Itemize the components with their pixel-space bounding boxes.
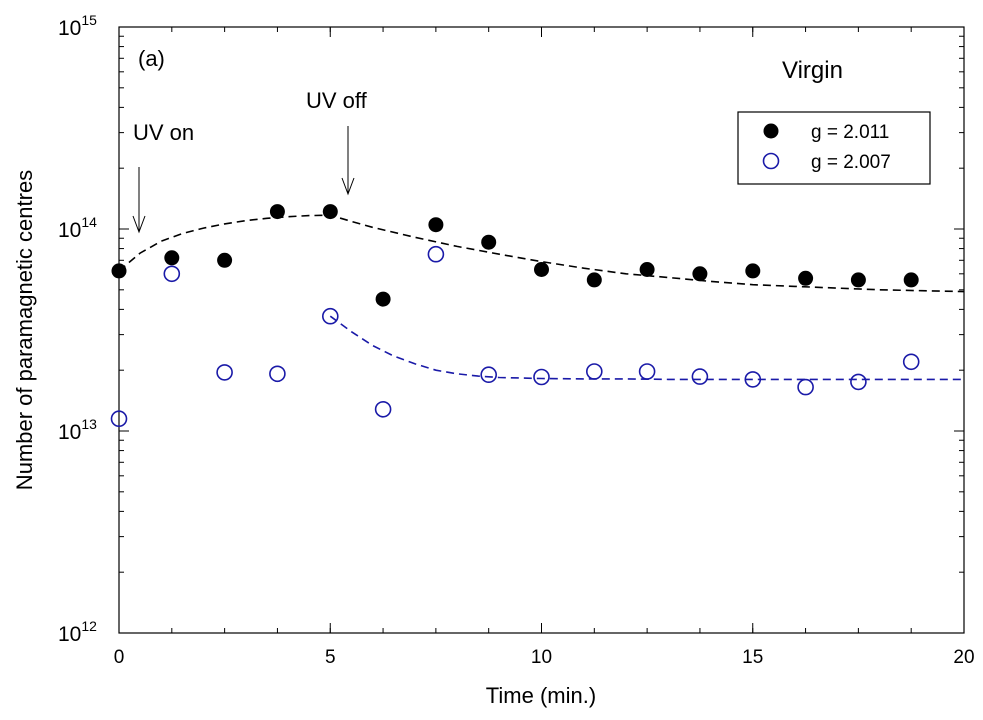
- legend-marker-series-2: [762, 152, 780, 170]
- data-point-series-2: [321, 307, 339, 325]
- data-point-series-2: [269, 365, 286, 383]
- data-point-series-2: [638, 363, 656, 380]
- data-point-series-2: [374, 400, 392, 418]
- annotation-arrow-head-2: [341, 177, 355, 196]
- annotation-label-2: UV off: [306, 88, 368, 113]
- y-tick-label: 1013: [58, 416, 97, 444]
- data-point-series-1: [375, 291, 391, 307]
- data-point-series-1: [269, 204, 285, 220]
- data-point-series-2: [216, 364, 233, 381]
- x-tick-label: 15: [742, 647, 763, 668]
- data-point-series-1: [692, 266, 708, 282]
- sample-label: Virgin: [782, 57, 843, 84]
- data-point-series-1: [903, 272, 919, 288]
- data-point-series-2: [850, 373, 867, 391]
- data-point-series-1: [798, 270, 814, 286]
- data-points: [110, 204, 920, 428]
- y-tick-label: 1014: [58, 214, 97, 242]
- y-tick-label: 1015: [58, 12, 97, 40]
- data-point-series-2: [691, 368, 709, 385]
- legend: g = 2.011 g = 2.007: [737, 111, 931, 185]
- x-tick-label: 20: [953, 647, 974, 668]
- data-point-series-2: [480, 366, 498, 384]
- x-axis-label: Time (min.): [486, 683, 596, 708]
- x-tick-label: 5: [325, 647, 336, 668]
- data-point-series-1: [745, 263, 761, 279]
- data-point-series-2: [163, 265, 181, 283]
- panel-label: (a): [138, 46, 165, 71]
- annotation-label-1: UV on: [133, 120, 194, 145]
- x-tick-label: 10: [531, 647, 552, 668]
- legend-label-series-2: g = 2.007: [811, 152, 891, 173]
- data-point-series-1: [111, 263, 127, 279]
- annotation-arrow-head-1: [132, 215, 146, 234]
- fit-curve-1: [118, 214, 965, 293]
- data-point-series-1: [639, 262, 655, 277]
- x-tick-label: 0: [114, 647, 125, 668]
- data-point-series-1: [586, 272, 602, 288]
- legend-marker-series-1: [763, 123, 779, 139]
- data-point-series-1: [481, 234, 497, 250]
- y-tick-label: 1012: [58, 618, 97, 646]
- y-axis-label: Number of paramagnetic centres: [12, 170, 37, 490]
- data-point-series-2: [902, 353, 920, 371]
- data-point-series-1: [850, 272, 866, 288]
- data-point-series-2: [533, 368, 550, 386]
- data-point-series-1: [322, 204, 338, 220]
- data-point-series-2: [797, 378, 814, 396]
- fit-curves: [118, 214, 965, 381]
- data-point-series-2: [110, 410, 128, 428]
- data-point-series-2: [585, 363, 603, 380]
- fit-curve-2: [329, 315, 964, 381]
- data-point-series-1: [217, 252, 233, 268]
- annotations: UV on UV off: [132, 88, 368, 234]
- legend-label-series-1: g = 2.011: [811, 122, 889, 143]
- data-point-series-2: [427, 245, 445, 263]
- data-point-series-1: [428, 217, 444, 233]
- data-point-series-1: [164, 250, 180, 266]
- data-point-series-2: [744, 371, 762, 388]
- data-point-series-1: [534, 262, 549, 277]
